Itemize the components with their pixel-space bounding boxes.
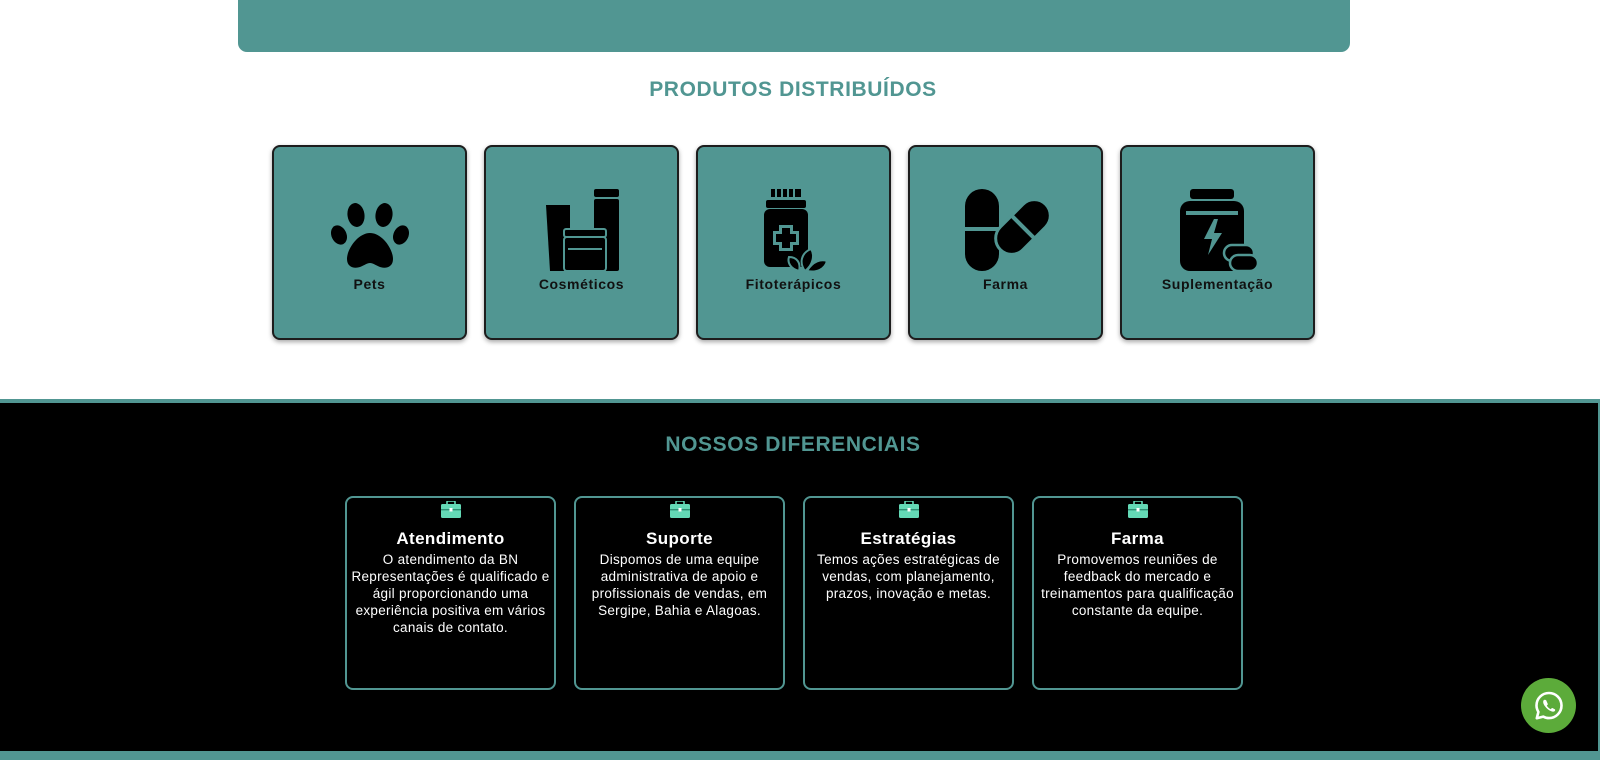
product-card-fitoterapicos[interactable]: Fitoterápicos	[696, 145, 891, 340]
product-label: Fitoterápicos	[745, 276, 842, 292]
products-list: Pets Cosméticos	[272, 145, 1315, 340]
differential-card-farma: Farma Promovemos reuniões de feedback do…	[1032, 496, 1243, 690]
product-card-pets[interactable]: Pets	[272, 145, 467, 340]
differential-card-suporte: Suporte Dispomos de uma equipe administr…	[574, 496, 785, 690]
product-label: Suplementação	[1161, 276, 1274, 292]
differential-card-estrategias: Estratégias Temos ações estratégicas de …	[803, 496, 1014, 690]
differential-title: Estratégias	[860, 529, 957, 548]
differential-title: Farma	[1110, 529, 1165, 548]
differential-card-atendimento: Atendimento O atendimento da BN Represen…	[345, 496, 556, 690]
pills-icon	[963, 187, 1049, 271]
differential-text: Dispomos de uma equipe administrativa de…	[591, 552, 768, 618]
product-card-suplementacao[interactable]: Suplementação	[1120, 145, 1315, 340]
differential-text: Temos ações estratégicas de vendas, com …	[817, 552, 1000, 601]
footer-strip	[0, 751, 1600, 760]
differential-text: O atendimento da BN Representações é qua…	[351, 552, 550, 635]
product-label: Pets	[353, 276, 386, 292]
product-label: Farma	[982, 276, 1029, 292]
differential-title: Atendimento	[396, 529, 505, 548]
cosmetics-icon	[544, 187, 620, 271]
differentials-section-title: NOSSOS DIFERENCIAIS	[665, 433, 921, 456]
top-banner	[238, 0, 1350, 52]
supplement-jar-icon	[1178, 187, 1258, 271]
products-section-title: PRODUTOS DISTRIBUÍDOS	[649, 78, 937, 101]
briefcase-icon	[669, 500, 690, 518]
briefcase-icon	[898, 500, 919, 518]
product-label: Cosméticos	[538, 276, 625, 292]
differential-title: Suporte	[645, 529, 714, 548]
product-card-cosmeticos[interactable]: Cosméticos	[484, 145, 679, 340]
herbal-bottle-icon	[761, 187, 827, 271]
briefcase-icon	[1127, 500, 1148, 518]
whatsapp-icon	[1534, 691, 1563, 719]
whatsapp-button[interactable]	[1521, 678, 1576, 733]
differential-text: Promovemos reuniões de feedback do merca…	[1041, 552, 1234, 618]
product-card-farma[interactable]: Farma	[908, 145, 1103, 340]
briefcase-icon	[440, 500, 461, 518]
paw-icon	[330, 187, 410, 271]
differentials-list: Atendimento O atendimento da BN Represen…	[345, 496, 1243, 690]
differentials-section: NOSSOS DIFERENCIAIS Atendimento O atendi…	[0, 399, 1600, 751]
